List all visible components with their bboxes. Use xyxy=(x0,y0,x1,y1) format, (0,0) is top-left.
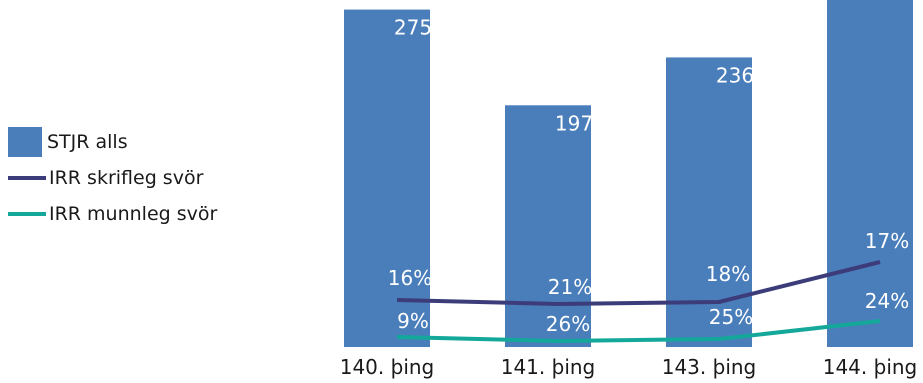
label-irr-munnleg-3: 25% xyxy=(709,305,753,329)
label-irr-skrifleg-2: 21% xyxy=(548,275,592,299)
x-tick-label-4: 144. þing xyxy=(823,355,918,379)
label-irr-munnleg-2: 26% xyxy=(546,312,590,336)
bar-value-label-1: 275 xyxy=(394,16,432,40)
bar-value-label-2: 197 xyxy=(555,111,593,135)
label-irr-skrifleg-4: 17% xyxy=(865,229,909,253)
line-irr-skrifleg xyxy=(396,260,881,306)
bar-4 xyxy=(827,0,913,347)
legend: STJR alls IRR skrifleg svör IRR munnleg … xyxy=(8,124,217,232)
legend-item-irr-skrifleg: IRR skrifleg svör xyxy=(8,160,217,196)
x-tick-label-2: 141. þing xyxy=(501,355,596,379)
line-irr-munnleg xyxy=(396,319,881,343)
legend-swatch-line-skrifleg xyxy=(8,176,46,180)
legend-label-irr-munnleg: IRR munnleg svör xyxy=(49,203,218,225)
bar-value-label-3: 236 xyxy=(716,63,754,87)
bar-series xyxy=(344,0,913,347)
bar-1 xyxy=(344,9,430,347)
legend-label-irr-skrifleg: IRR skrifleg svör xyxy=(49,167,204,189)
legend-swatch-bar xyxy=(8,127,42,157)
legend-item-irr-munnleg: IRR munnleg svör xyxy=(8,196,217,232)
legend-item-stjr: STJR alls xyxy=(8,124,217,160)
label-irr-skrifleg-3: 18% xyxy=(706,262,750,286)
legend-label-stjr: STJR alls xyxy=(47,131,128,153)
label-irr-munnleg-1: 9% xyxy=(397,309,429,333)
x-tick-label-3: 143. þing xyxy=(662,355,757,379)
data-labels: 275 197 236 16% 21% 18% 17% 9% 26% 25% 24% xyxy=(388,16,909,336)
label-irr-skrifleg-1: 16% xyxy=(388,266,432,290)
line-series xyxy=(396,260,881,343)
x-axis-ticks: 140. þing 141. þing 143. þing 144. þing xyxy=(340,355,918,379)
x-tick-label-1: 140. þing xyxy=(340,355,435,379)
label-irr-munnleg-4: 24% xyxy=(865,289,909,313)
legend-swatch-line-munnleg xyxy=(8,212,46,216)
bar-2 xyxy=(505,105,591,347)
